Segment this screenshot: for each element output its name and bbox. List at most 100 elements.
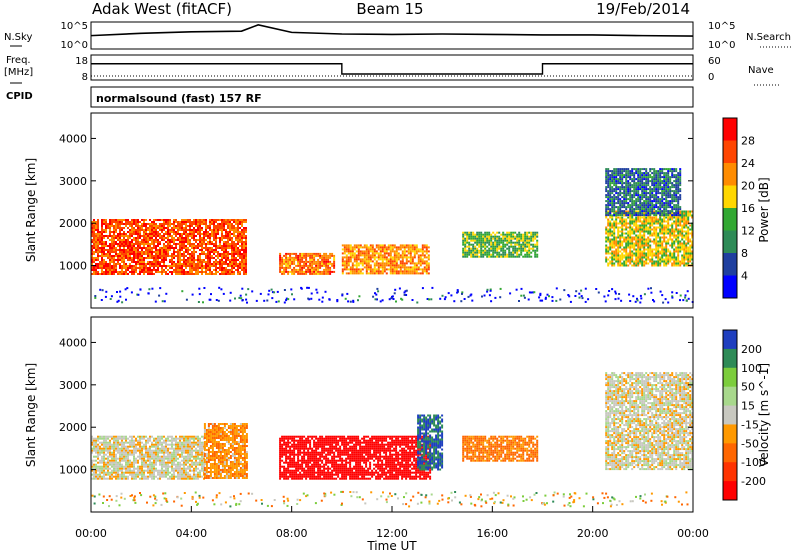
range-cell bbox=[125, 235, 127, 237]
range-cell bbox=[369, 266, 372, 269]
range-cell bbox=[215, 241, 217, 243]
range-cell bbox=[677, 256, 680, 259]
range-cell bbox=[609, 210, 612, 213]
range-cell bbox=[307, 254, 310, 257]
range-cell bbox=[105, 273, 107, 275]
range-cell bbox=[193, 233, 195, 235]
range-cell bbox=[623, 214, 626, 217]
range-cell bbox=[669, 218, 672, 221]
range-cell bbox=[419, 260, 422, 263]
range-cell bbox=[221, 253, 223, 255]
range-cell bbox=[115, 267, 117, 269]
range-cell bbox=[107, 225, 109, 227]
range-cell bbox=[683, 226, 686, 229]
range-cell bbox=[625, 188, 628, 191]
range-cell bbox=[241, 249, 243, 251]
range-cell bbox=[149, 239, 151, 241]
range-cell bbox=[93, 229, 95, 231]
range-cell bbox=[639, 198, 642, 201]
range-cell bbox=[627, 244, 630, 247]
range-cell bbox=[239, 257, 241, 259]
range-cell bbox=[504, 251, 507, 254]
range-cell bbox=[641, 260, 644, 263]
range-cell bbox=[621, 264, 624, 267]
range-cell bbox=[689, 254, 692, 257]
range-cell bbox=[333, 254, 336, 257]
range-cell bbox=[207, 265, 209, 267]
range-cell bbox=[347, 244, 350, 247]
range-cell bbox=[321, 254, 324, 257]
range-cell bbox=[391, 246, 394, 249]
range-cell bbox=[399, 256, 402, 259]
range-cell bbox=[381, 264, 384, 267]
range-cell bbox=[637, 250, 640, 253]
range-cell bbox=[643, 212, 646, 215]
range-cell bbox=[239, 223, 241, 225]
range-cell bbox=[516, 253, 519, 256]
range-cell bbox=[107, 227, 109, 229]
range-cell bbox=[357, 264, 360, 267]
range-cell bbox=[325, 256, 328, 259]
range-cell bbox=[607, 208, 610, 211]
range-cell bbox=[377, 246, 380, 249]
range-cell bbox=[663, 202, 666, 205]
range-cell bbox=[623, 248, 626, 251]
range-cell bbox=[101, 241, 103, 243]
range-cell bbox=[667, 176, 670, 179]
range-cell bbox=[607, 218, 610, 221]
range-cell bbox=[121, 257, 123, 259]
range-cell bbox=[673, 244, 676, 247]
range-cell bbox=[532, 231, 535, 234]
range-cell bbox=[219, 227, 221, 229]
range-cell bbox=[482, 237, 485, 240]
range-cell bbox=[627, 188, 630, 191]
range-cell bbox=[173, 237, 175, 239]
range-cell bbox=[669, 236, 672, 239]
range-cell bbox=[279, 270, 282, 273]
range-cell bbox=[379, 250, 382, 253]
range-cell bbox=[665, 256, 668, 259]
range-cell bbox=[659, 198, 662, 201]
range-cell bbox=[113, 267, 115, 269]
range-cell bbox=[639, 204, 642, 207]
range-cell bbox=[245, 249, 247, 251]
range-cell bbox=[99, 235, 101, 237]
range-cell bbox=[655, 198, 658, 201]
range-cell bbox=[187, 259, 189, 261]
range-cell bbox=[675, 236, 678, 239]
range-cell bbox=[627, 240, 630, 243]
range-cell bbox=[679, 220, 682, 223]
range-cell bbox=[175, 271, 177, 273]
range-cell bbox=[607, 238, 610, 241]
range-cell bbox=[683, 252, 686, 255]
range-cell bbox=[609, 242, 612, 245]
range-cell bbox=[281, 256, 284, 259]
range-cell bbox=[534, 251, 537, 254]
beam-title: Beam 15 bbox=[356, 0, 423, 18]
range-cell bbox=[243, 253, 245, 255]
range-cell bbox=[123, 243, 125, 245]
range-cell bbox=[506, 241, 509, 244]
range-cell bbox=[405, 256, 408, 259]
range-cell bbox=[351, 262, 354, 265]
range-cell bbox=[215, 227, 217, 229]
range-cell bbox=[325, 266, 328, 269]
range-cell bbox=[663, 176, 666, 179]
range-cell bbox=[189, 229, 191, 231]
range-cell bbox=[243, 267, 245, 269]
range-cell bbox=[661, 218, 664, 221]
range-cell bbox=[163, 253, 165, 255]
range-cell bbox=[327, 266, 330, 269]
range-cell bbox=[385, 262, 388, 265]
range-cell bbox=[315, 254, 318, 257]
range-cell bbox=[227, 239, 229, 241]
range-cell bbox=[615, 174, 618, 177]
range-cell bbox=[605, 168, 608, 171]
range-cell bbox=[241, 233, 243, 235]
range-cell bbox=[675, 222, 678, 225]
range-cell bbox=[191, 235, 193, 237]
range-cell bbox=[522, 247, 525, 250]
range-cell bbox=[629, 238, 632, 241]
range-cell bbox=[167, 229, 169, 231]
range-cell bbox=[133, 237, 135, 239]
